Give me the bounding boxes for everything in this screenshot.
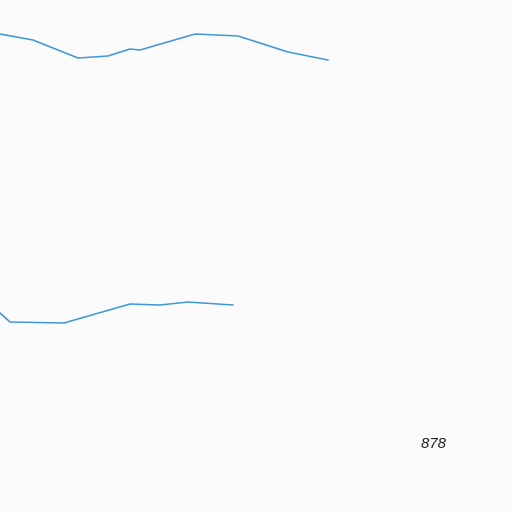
lower-blue-line bbox=[0, 301, 234, 324]
elevation-label: 878 bbox=[421, 435, 447, 452]
upper-blue-line bbox=[0, 33, 329, 61]
